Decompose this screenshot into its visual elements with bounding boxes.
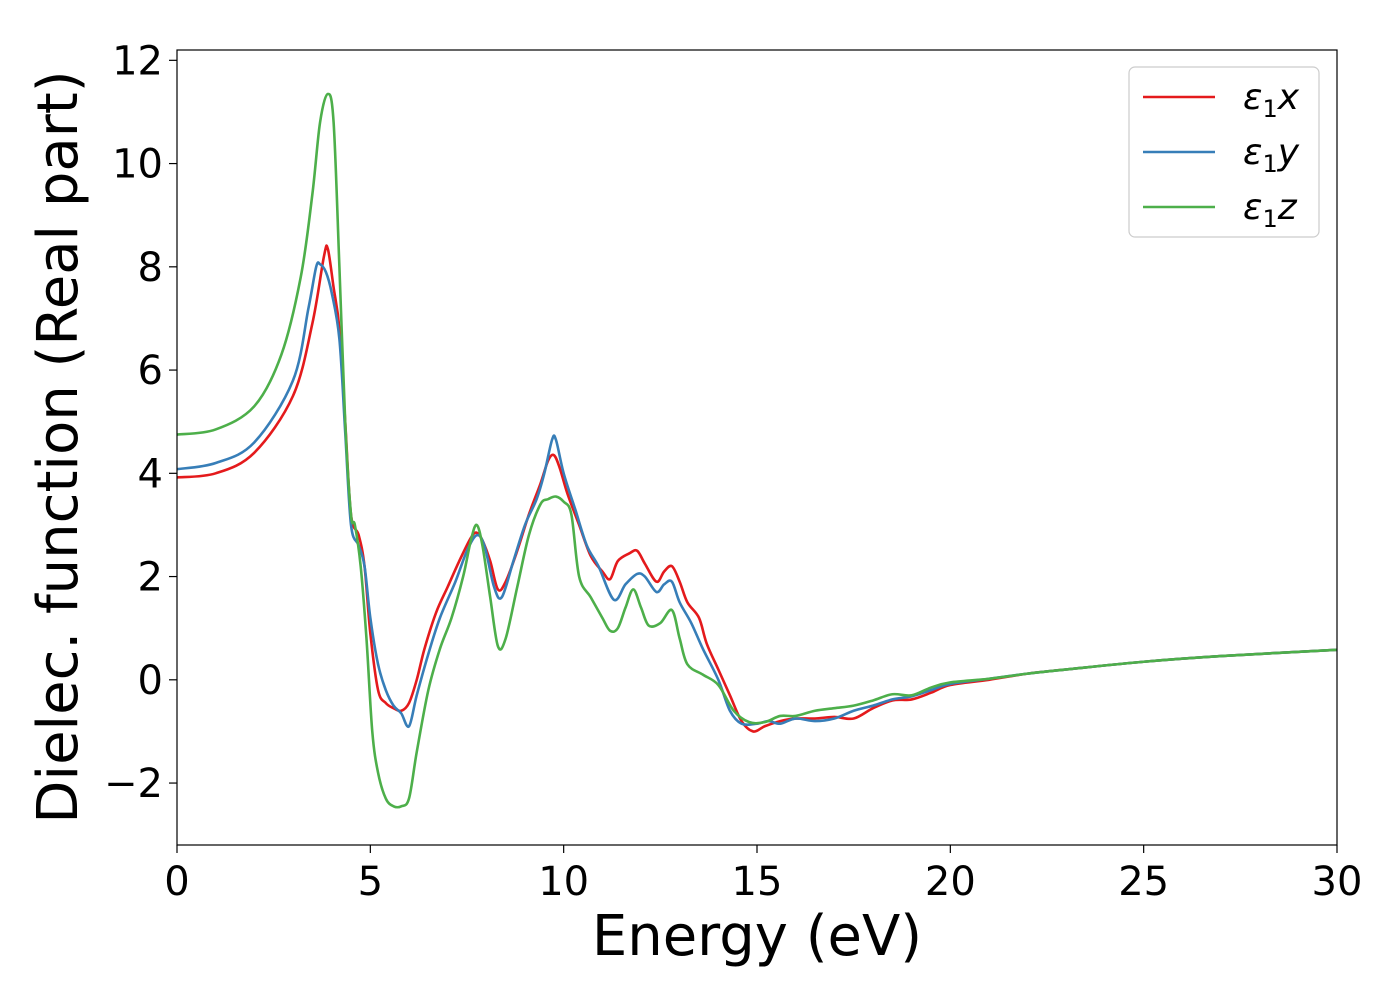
legend: ε1x ε1y ε1z (1128, 66, 1320, 238)
y-tick-label: 10 (112, 142, 163, 188)
legend-label-y: ε1y (1243, 132, 1300, 178)
x-tick-label: 0 (164, 859, 189, 905)
x-tick-label: 5 (358, 859, 383, 905)
x-tick-label: 20 (925, 859, 976, 905)
y-tick-label: 2 (138, 555, 163, 601)
y-tick-label: 6 (138, 348, 163, 394)
x-tick-label: 25 (1118, 859, 1169, 905)
series-layer (177, 92, 1337, 809)
y-tick-label: 0 (138, 658, 163, 704)
x-tick-label: 15 (732, 859, 783, 905)
y-tick-label: 4 (138, 451, 163, 497)
series-line-y (177, 261, 1337, 729)
y-axis-title: Dielec. function (Real part) (26, 70, 91, 823)
y-tick-label: −2 (104, 761, 163, 807)
x-tick-label: 10 (538, 859, 589, 905)
y-axis-ticks: −2 0 2 4 6 8 10 12 (104, 38, 177, 807)
y-tick-label: 8 (138, 245, 163, 291)
x-tick-label: 30 (1312, 859, 1363, 905)
legend-label-x: ε1x (1243, 77, 1300, 123)
legend-label-z: ε1z (1243, 187, 1298, 233)
x-axis-title: Energy (eV) (592, 904, 922, 969)
series-line-z (177, 92, 1337, 809)
x-axis-ticks: 0 5 10 15 20 25 30 (164, 845, 1362, 905)
y-tick-label: 12 (112, 38, 163, 84)
legend-box (1128, 66, 1320, 238)
